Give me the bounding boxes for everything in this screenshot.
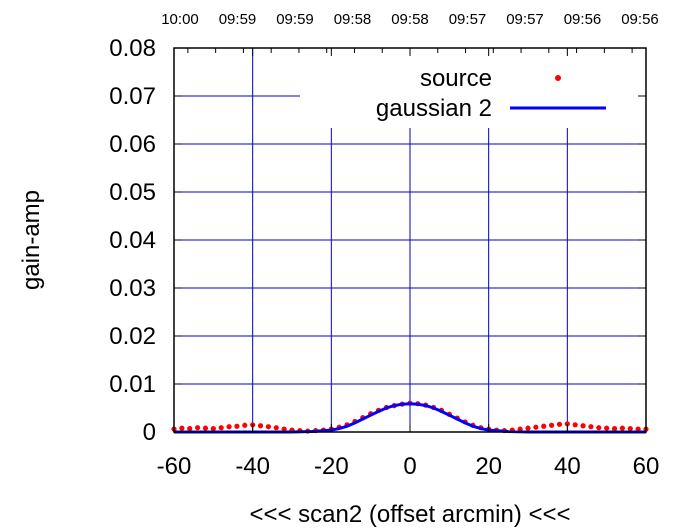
data-point-source [195, 425, 201, 431]
data-point-source [257, 423, 264, 429]
data-point-source [202, 425, 209, 431]
y-tick-label: 0.03 [109, 275, 156, 302]
y-tick-label: 0 [143, 419, 156, 446]
tick-labels: -60 -40 -20 0 20 40 60 0 0.01 0.02 0.03 0.04 0.05 0.0… [109, 11, 659, 480]
data-point-source [525, 425, 531, 431]
data-point-source [533, 424, 539, 430]
data-point-source [635, 426, 641, 432]
top-time-label: 10:00 [161, 11, 199, 28]
data-point-source [541, 423, 547, 429]
top-time-label: 09:57 [506, 11, 544, 28]
x-tick-label: 0 [403, 453, 416, 480]
data-point-source [273, 425, 279, 431]
data-point-source [604, 425, 610, 431]
data-point-source [187, 426, 193, 432]
data-point-source [619, 425, 626, 431]
data-point-source [627, 426, 633, 432]
y-tick-label: 0.05 [109, 179, 156, 206]
y-tick-label: 0.07 [109, 83, 156, 110]
y-tick-label: 0.06 [109, 131, 156, 158]
x-axis-title: <<< scan2 (offset arcmin) <<< [249, 501, 570, 528]
x-tick-label: -60 [157, 453, 192, 480]
data-point-source [564, 421, 570, 427]
top-time-label: 09:58 [391, 11, 429, 28]
data-point-source [549, 422, 555, 428]
y-tick-label: 0.04 [109, 227, 156, 254]
data-point-source [242, 422, 248, 428]
x-tick-label: 40 [554, 453, 581, 480]
data-point-source [281, 426, 287, 432]
y-tick-label: 0.01 [109, 371, 156, 398]
top-time-label: 09:56 [621, 11, 659, 28]
data-point-source [580, 423, 586, 429]
legend: source gaussian 2 [376, 65, 606, 122]
legend-swatch-source [555, 75, 561, 81]
data-point-source [218, 425, 224, 431]
top-time-label: 09:57 [449, 11, 487, 28]
data-point-source [265, 424, 271, 430]
top-time-label: 09:56 [564, 11, 602, 28]
data-point-source [556, 421, 563, 427]
x-tick-label: 60 [633, 453, 660, 480]
data-point-source [226, 424, 232, 430]
data-point-source [611, 426, 618, 432]
data-point-source [572, 422, 578, 428]
data-point-source [596, 425, 602, 431]
data-point-source [179, 425, 185, 431]
y-axis-title: gain-amp [18, 190, 45, 290]
data-point-source [234, 423, 240, 429]
x-tick-label: -40 [235, 453, 270, 480]
y-tick-label: 0.08 [109, 35, 156, 62]
top-time-label: 09:58 [334, 11, 372, 28]
x-tick-label: -20 [314, 453, 349, 480]
data-point-source [588, 424, 594, 430]
data-point-source [210, 426, 216, 432]
x-tick-label: 20 [475, 453, 502, 480]
top-time-label: 09:59 [276, 11, 314, 28]
y-tick-label: 0.02 [109, 323, 156, 350]
axis-ticks [173, 47, 647, 433]
legend-label-gaussian: gaussian 2 [376, 95, 492, 122]
top-time-label: 09:59 [219, 11, 257, 28]
grid [174, 48, 646, 432]
legend-label-source: source [420, 65, 492, 92]
